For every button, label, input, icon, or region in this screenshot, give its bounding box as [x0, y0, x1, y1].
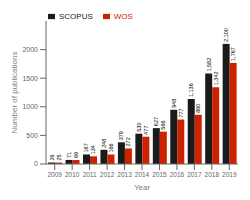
- svg-text:860: 860: [195, 104, 201, 113]
- svg-text:1,582: 1,582: [206, 58, 212, 72]
- svg-text:166: 166: [108, 143, 114, 152]
- svg-text:2013: 2013: [117, 171, 132, 178]
- svg-text:379: 379: [118, 131, 124, 140]
- svg-text:2009: 2009: [47, 171, 62, 178]
- svg-text:Number of publications: Number of publications: [10, 52, 19, 134]
- svg-text:477: 477: [143, 126, 149, 135]
- html-text:WOS: WOS: [113, 12, 133, 21]
- svg-text:69: 69: [73, 152, 79, 158]
- svg-text:167: 167: [84, 143, 90, 152]
- svg-text:2010: 2010: [65, 171, 80, 178]
- svg-text:2016: 2016: [170, 171, 185, 178]
- svg-text:777: 777: [178, 108, 184, 117]
- svg-text:627: 627: [153, 117, 159, 126]
- svg-text:948: 948: [171, 99, 177, 108]
- svg-text:2012: 2012: [100, 171, 115, 178]
- svg-text:530: 530: [136, 122, 142, 131]
- svg-text:2019: 2019: [222, 171, 237, 178]
- svg-text:1,136: 1,136: [188, 83, 194, 97]
- svg-text:2000: 2000: [22, 46, 38, 53]
- svg-text:2017: 2017: [187, 171, 202, 178]
- svg-text:1,767: 1,767: [230, 47, 236, 61]
- svg-text:2018: 2018: [205, 171, 220, 178]
- svg-text:272: 272: [125, 137, 131, 146]
- html-text:SCOPUS: SCOPUS: [59, 12, 93, 21]
- svg-text:25: 25: [56, 154, 62, 160]
- svg-text:248: 248: [101, 139, 107, 148]
- svg-text:2,100: 2,100: [223, 28, 229, 42]
- svg-text:71: 71: [66, 152, 72, 158]
- svg-text:134: 134: [91, 145, 97, 154]
- svg-text:2015: 2015: [152, 171, 167, 178]
- svg-text:1,342: 1,342: [213, 71, 219, 85]
- svg-text:2011: 2011: [83, 171, 97, 178]
- svg-text:500: 500: [26, 132, 38, 139]
- svg-text:Year: Year: [134, 183, 151, 192]
- svg-text:1500: 1500: [22, 75, 38, 82]
- svg-text:2014: 2014: [135, 171, 150, 178]
- svg-text:1000: 1000: [22, 103, 38, 110]
- svg-text:566: 566: [160, 120, 166, 129]
- svg-text:26: 26: [49, 154, 55, 160]
- svg-text:0: 0: [34, 160, 38, 167]
